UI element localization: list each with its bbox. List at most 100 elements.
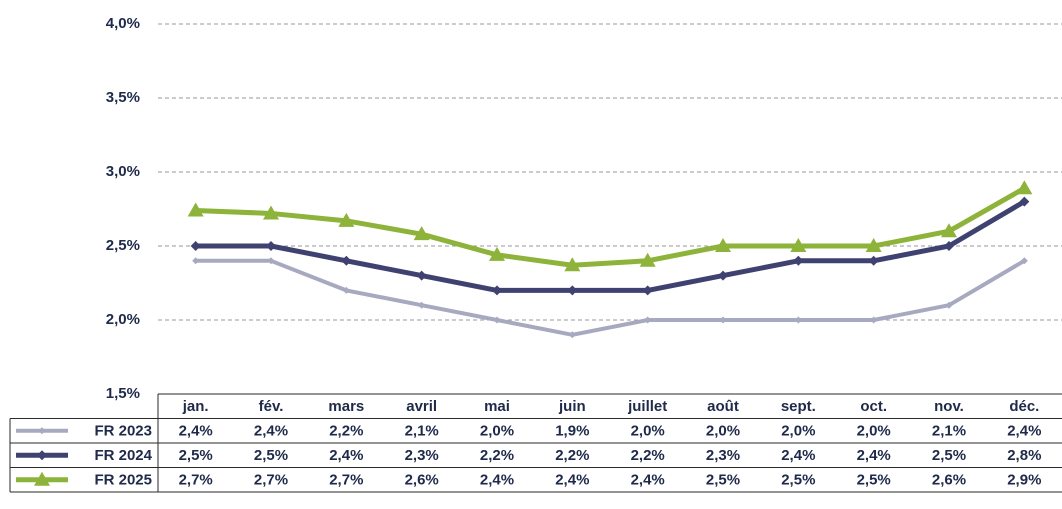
legend-marker (37, 450, 47, 461)
data-label: 2,5% (706, 472, 740, 489)
marker (492, 285, 502, 296)
data-label: 2,2% (329, 423, 363, 440)
x-tick-label: sept. (781, 398, 816, 415)
data-label: 2,5% (932, 447, 966, 464)
marker (945, 301, 953, 309)
y-tick-label: 2,5% (106, 237, 140, 254)
marker (1016, 180, 1033, 195)
marker (642, 285, 653, 296)
data-label: 2,7% (254, 472, 288, 489)
legend-label: FR 2025 (94, 472, 152, 489)
marker (870, 316, 878, 324)
line (195, 199, 1026, 293)
data-label: 2,3% (706, 447, 740, 464)
marker (489, 246, 505, 261)
marker (263, 205, 279, 220)
marker (416, 270, 427, 281)
x-tick-label: déc. (1009, 398, 1039, 415)
y-tick-label: 1,5% (106, 385, 140, 402)
legend-label: FR 2024 (94, 447, 152, 464)
data-label: 2,8% (1007, 447, 1041, 464)
data-label: 2,4% (1007, 423, 1041, 440)
data-label: 2,6% (932, 472, 966, 489)
marker (338, 212, 355, 227)
marker (564, 257, 581, 272)
data-label: 2,5% (857, 472, 891, 489)
marker (413, 226, 430, 241)
x-tick-label: août (707, 398, 739, 415)
data-label: 2,0% (706, 423, 740, 440)
x-tick-label: nov. (934, 398, 964, 415)
data-label: 2,1% (405, 423, 439, 440)
marker (493, 316, 501, 324)
x-tick-label: mars (328, 398, 364, 415)
marker (568, 331, 576, 339)
marker (342, 286, 350, 294)
marker (868, 255, 879, 266)
marker (567, 285, 578, 296)
data-label: 2,2% (555, 447, 589, 464)
marker (192, 257, 200, 265)
marker (715, 238, 731, 252)
y-tick-label: 3,0% (106, 163, 140, 180)
data-label: 2,0% (480, 423, 514, 440)
x-tick-label: juin (558, 398, 586, 415)
marker (793, 255, 804, 266)
line (195, 258, 1026, 337)
marker (187, 202, 204, 217)
marker (794, 316, 802, 324)
marker (418, 301, 426, 309)
data-label: 2,4% (179, 423, 213, 440)
y-tick-label: 4,0% (106, 15, 140, 32)
line (195, 186, 1026, 268)
marker (639, 252, 656, 267)
data-label: 2,1% (932, 423, 966, 440)
data-label: 2,4% (480, 472, 514, 489)
marker (944, 241, 954, 251)
x-tick-label: oct. (860, 398, 887, 415)
y-tick-label: 3,5% (106, 89, 140, 106)
legend-marker (38, 427, 46, 435)
x-tick-label: fév. (259, 398, 284, 415)
data-label: 2,0% (857, 423, 891, 440)
data-label: 2,5% (254, 447, 288, 464)
marker (341, 255, 352, 266)
marker (1019, 196, 1030, 207)
marker (1020, 257, 1028, 265)
marker (790, 238, 807, 252)
data-label: 2,6% (405, 472, 439, 489)
data-label: 2,9% (1007, 472, 1041, 489)
data-label: 2,4% (781, 447, 815, 464)
y-tick-label: 2,0% (106, 311, 140, 328)
data-label: 2,0% (781, 423, 815, 440)
marker (719, 316, 727, 324)
data-label: 2,5% (179, 447, 213, 464)
data-label: 2,4% (857, 447, 891, 464)
x-tick-label: avril (406, 398, 437, 415)
marker (718, 270, 728, 281)
data-label: 2,2% (631, 447, 665, 464)
data-label: 2,4% (555, 472, 589, 489)
marker (644, 316, 652, 324)
data-label: 2,3% (405, 447, 439, 464)
data-label: 2,7% (179, 472, 213, 489)
data-label: 2,4% (329, 447, 363, 464)
marker (865, 238, 882, 252)
data-label: 2,4% (631, 472, 665, 489)
legend-label: FR 2023 (94, 423, 152, 440)
x-tick-label: jan. (182, 398, 209, 415)
marker (266, 241, 276, 251)
data-label: 1,9% (555, 423, 589, 440)
legend-marker (34, 471, 50, 486)
marker (941, 223, 957, 238)
data-label: 2,5% (781, 472, 815, 489)
x-tick-label: juillet (627, 398, 667, 415)
data-label: 2,4% (254, 423, 288, 440)
x-tick-label: mai (484, 398, 510, 415)
data-label: 2,2% (480, 447, 514, 464)
marker (190, 241, 201, 251)
data-label: 2,0% (631, 423, 665, 440)
marker (267, 257, 275, 265)
data-label: 2,7% (329, 472, 363, 489)
